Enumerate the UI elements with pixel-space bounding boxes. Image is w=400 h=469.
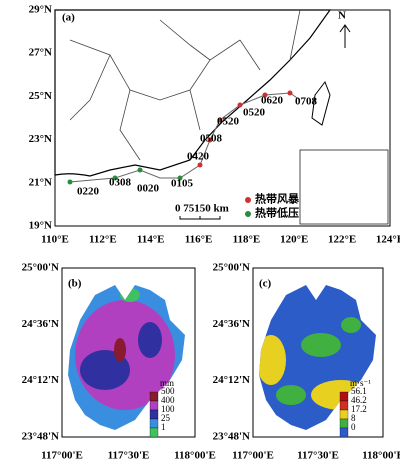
legend-level: 56.1	[351, 386, 367, 396]
track-label: 0508	[200, 133, 223, 145]
lat-tick-label: 27°N	[29, 47, 52, 59]
legend-swatch	[339, 427, 349, 438]
lat-tick-label: 25°00'N	[22, 262, 59, 274]
track-point	[112, 175, 118, 181]
scale-bar-label: 0 75150 km	[175, 203, 229, 215]
legend-swatch	[339, 409, 349, 420]
lon-tick-label: 118°00'E	[362, 450, 400, 462]
legend-swatch	[339, 391, 349, 402]
legend-swatch	[149, 418, 159, 429]
panel-label: (c)	[259, 278, 272, 290]
lat-tick-label: 25°00'N	[213, 262, 250, 274]
track-label: 0520	[243, 107, 266, 119]
lon-tick-label: 118°00'E	[174, 450, 216, 462]
inset-map	[299, 149, 389, 225]
province-border	[69, 9, 301, 161]
legend-unit: mm	[160, 378, 174, 388]
lon-tick-label: 117°00'E	[232, 450, 274, 462]
panel-label: (b)	[68, 278, 82, 290]
north-label: N	[338, 10, 346, 22]
legend-level: 1	[161, 422, 166, 432]
track-label: 0220	[77, 186, 100, 198]
lat-tick-label: 24°36'N	[213, 318, 250, 330]
legend-level: 17.2	[351, 404, 367, 414]
track-label: 0105	[171, 178, 194, 190]
track-label: 0520	[217, 116, 240, 128]
lat-tick-label: 23°N	[29, 133, 52, 145]
field-blob	[138, 322, 162, 358]
legend-label: 热带低压	[255, 206, 299, 220]
track-label: 0308	[109, 177, 132, 189]
lon-tick-label: 117°30'E	[297, 450, 339, 462]
lat-tick-label: 23°48'N	[22, 431, 59, 443]
track-point	[67, 179, 73, 185]
legend-level: 500	[161, 386, 175, 396]
legend-swatch	[149, 400, 159, 411]
lat-tick-label: 25°N	[29, 90, 52, 102]
legend-swatch	[149, 391, 159, 402]
scale-bar	[179, 216, 221, 220]
lon-tick-label: 117°00'E	[41, 450, 83, 462]
lon-tick-label: 114°E	[137, 234, 165, 246]
lon-tick-label: 120°E	[280, 234, 308, 246]
legend-symbol	[245, 197, 251, 203]
lon-tick-label: 122°E	[328, 234, 356, 246]
legend-label: 热带风暴	[255, 192, 300, 206]
field-blob	[276, 385, 306, 405]
panel-label: (a)	[62, 12, 75, 24]
taiwan	[311, 80, 331, 126]
lat-tick-label: 24°12'N	[213, 374, 250, 386]
legend-swatch	[149, 427, 159, 438]
legend-level: 8	[351, 413, 356, 423]
legend-level: 25	[161, 413, 171, 423]
legend-swatch	[339, 400, 349, 411]
field-blob	[301, 333, 341, 357]
field-blob	[114, 338, 126, 362]
wind-field	[259, 285, 376, 430]
track-point	[217, 117, 223, 123]
track-point	[207, 137, 213, 143]
legend-swatch	[149, 409, 159, 420]
lat-tick-label: 24°36'N	[22, 318, 59, 330]
legend-level: 400	[161, 395, 175, 405]
lon-tick-label: 110°E	[41, 234, 69, 246]
legend-unit: m·s⁻¹	[350, 378, 371, 388]
field-blob	[341, 317, 361, 333]
track-label: 0020	[137, 183, 160, 195]
lon-tick-label: 118°E	[233, 234, 261, 246]
track-point	[287, 90, 293, 96]
legend-swatch	[339, 418, 349, 429]
legend-level: 0	[351, 422, 356, 432]
track-label: 0708	[295, 96, 318, 108]
legend-level: 46.2	[351, 395, 367, 405]
lat-tick-label: 19°N	[29, 220, 52, 232]
track-label: 0620	[261, 95, 284, 107]
track-label: 0420	[187, 151, 210, 163]
lat-tick-label: 21°N	[29, 176, 52, 188]
track-point	[237, 102, 243, 108]
track-point	[177, 175, 183, 181]
track-point	[137, 167, 143, 173]
field-blob	[259, 335, 286, 385]
coastline	[54, 9, 332, 177]
lon-tick-label: 117°30'E	[108, 450, 150, 462]
legend-symbol	[245, 211, 251, 217]
lon-tick-label: 124°E	[376, 234, 400, 246]
lon-tick-label: 112°E	[89, 234, 117, 246]
lon-tick-label: 116°E	[185, 234, 213, 246]
legend-level: 100	[161, 404, 175, 414]
north-arrow-head	[339, 24, 351, 33]
track-point	[197, 162, 203, 168]
lat-tick-label: 23°48'N	[213, 431, 250, 443]
lat-tick-label: 29°N	[29, 4, 52, 16]
track-point	[262, 92, 268, 98]
lat-tick-label: 24°12'N	[22, 374, 59, 386]
